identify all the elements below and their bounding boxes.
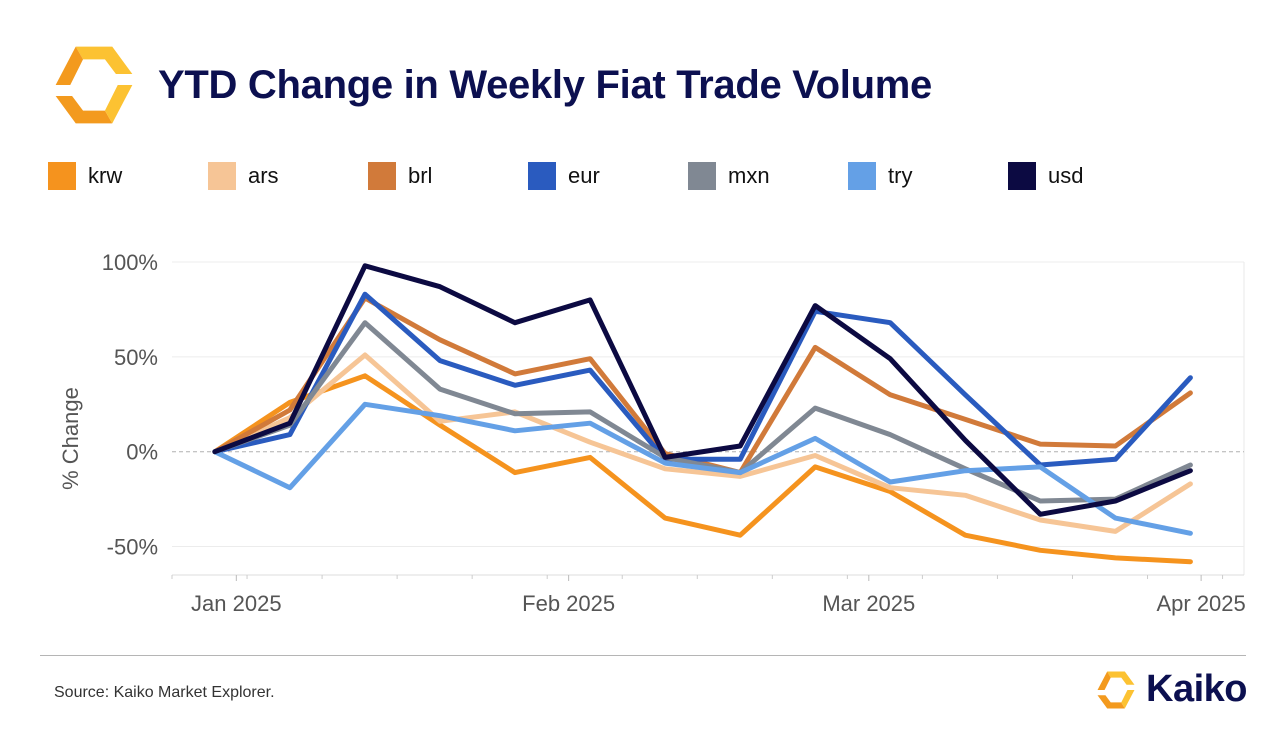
x-tick-label: Feb 2025 xyxy=(522,591,615,616)
brand-name: Kaiko xyxy=(1146,668,1247,710)
legend-item-ars: ars xyxy=(208,160,279,192)
series-line-usd xyxy=(212,263,1193,517)
legend-swatch-brl xyxy=(368,162,396,190)
x-tick-label: Jan 2025 xyxy=(191,591,282,616)
legend-label-usd: usd xyxy=(1048,163,1084,188)
y-tick-label: 100% xyxy=(102,250,158,275)
y-tick-label: 50% xyxy=(114,345,158,370)
y-axis-label: % Change xyxy=(58,387,83,490)
kaiko-logo-small-icon xyxy=(1097,671,1135,708)
series-line-ars xyxy=(212,352,1193,534)
legend-swatch-ars xyxy=(208,162,236,190)
kaiko-logo-icon xyxy=(55,46,133,124)
chart-legend: krw ars brl eur mxn try usd xyxy=(48,160,1248,192)
series-line-krw xyxy=(212,373,1193,565)
legend-label-krw: krw xyxy=(88,163,123,188)
series-line-mxn xyxy=(212,320,1193,504)
line-chart: -50% 0% 50% 100% Jan 2025 Feb 2025 Mar 2025 Apr… xyxy=(58,250,1246,616)
legend-swatch-usd xyxy=(1008,162,1036,190)
chart-title: YTD Change in Weekly Fiat Trade Volume xyxy=(158,62,932,107)
y-tick-label: -50% xyxy=(107,535,158,560)
legend-swatch-mxn xyxy=(688,162,716,190)
legend-swatch-try xyxy=(848,162,876,190)
legend-label-brl: brl xyxy=(408,163,433,188)
legend-item-brl: brl xyxy=(368,160,432,192)
header: YTD Change in Weekly Fiat Trade Volume xyxy=(48,40,932,130)
legend-label-mxn: mxn xyxy=(728,163,770,188)
legend-swatch-eur xyxy=(528,162,556,190)
brand-logo: Kaiko xyxy=(1094,668,1247,711)
source-note: Source: Kaiko Market Explorer. xyxy=(54,684,275,701)
x-tick-label: Apr 2025 xyxy=(1156,591,1245,616)
legend-label-ars: ars xyxy=(248,163,279,188)
series-line-try xyxy=(212,401,1193,536)
footer-divider xyxy=(40,655,1246,656)
legend-item-krw: krw xyxy=(48,160,122,192)
x-tick-label: Mar 2025 xyxy=(822,591,915,616)
legend-label-try: try xyxy=(888,163,913,188)
legend-label-eur: eur xyxy=(568,163,600,188)
legend-item-usd: usd xyxy=(1008,160,1083,192)
series-line-eur xyxy=(212,291,1193,468)
y-tick-label: 0% xyxy=(126,440,158,465)
legend-swatch-krw xyxy=(48,162,76,190)
legend-item-try: try xyxy=(848,160,912,192)
legend-item-eur: eur xyxy=(528,160,600,192)
legend-item-mxn: mxn xyxy=(688,160,770,192)
